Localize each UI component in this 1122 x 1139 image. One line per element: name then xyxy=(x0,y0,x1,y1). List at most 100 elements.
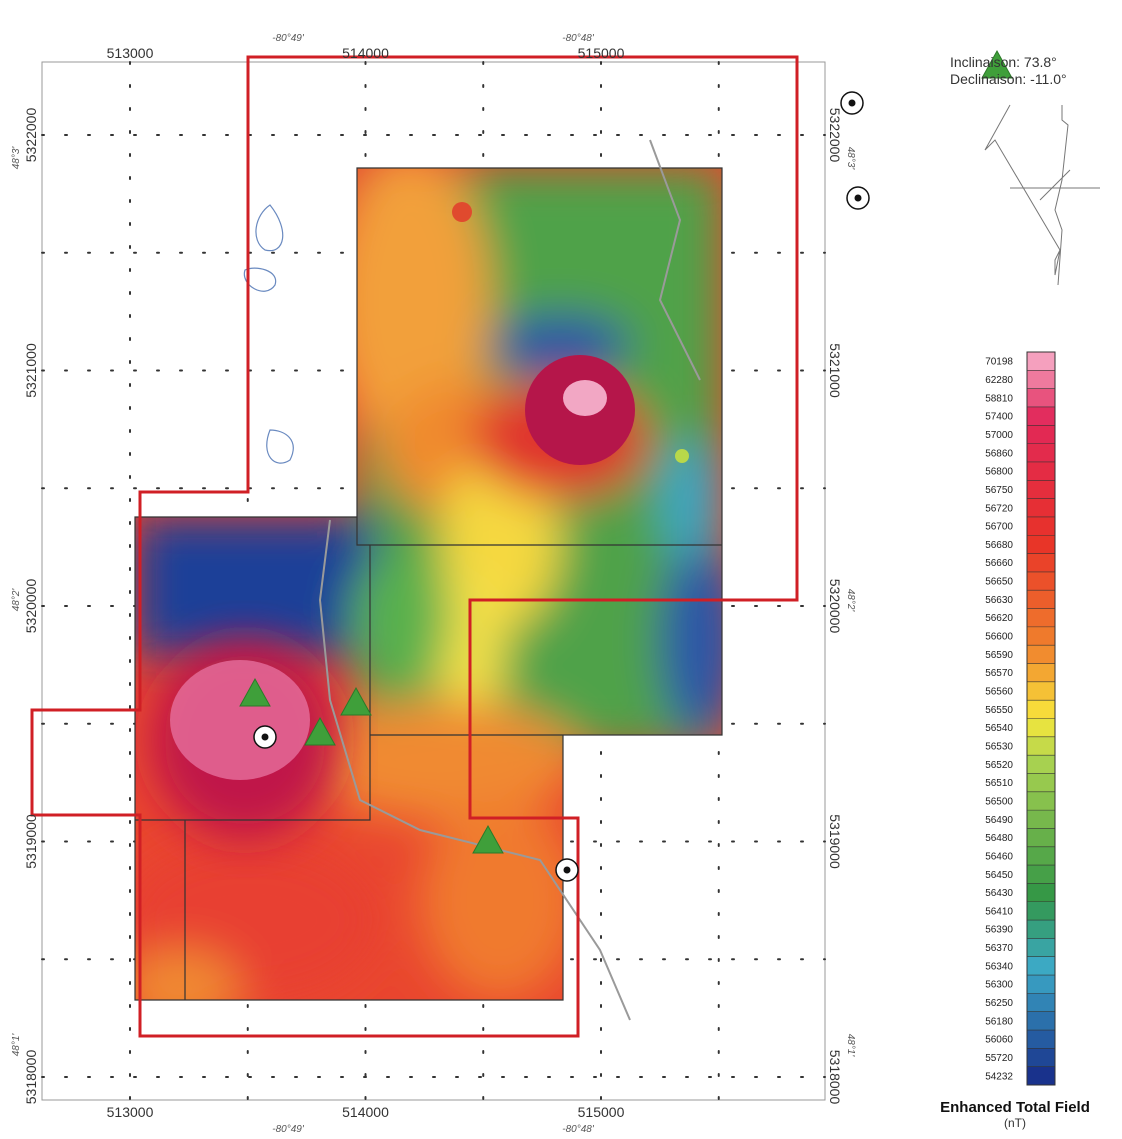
legend-level: 56510 xyxy=(985,778,1013,789)
legend-swatch xyxy=(1027,407,1055,426)
northing-label: 5321000 xyxy=(23,343,39,398)
legend-swatch xyxy=(1027,719,1055,738)
legend-swatch xyxy=(1027,664,1055,683)
easting-label: 515000 xyxy=(578,1104,625,1120)
legend-swatch xyxy=(1027,993,1055,1012)
showing-symbol xyxy=(841,92,863,114)
magnetic-field xyxy=(100,150,750,1030)
legend-level: 56410 xyxy=(985,906,1013,917)
legend-swatch xyxy=(1027,572,1055,591)
legend-level: 56650 xyxy=(985,577,1013,588)
legend-swatch xyxy=(1027,1030,1055,1049)
latitude-label: 48°2' xyxy=(11,588,22,612)
legend-level: 56720 xyxy=(985,503,1013,514)
legend-swatch xyxy=(1027,499,1055,518)
legend-level: 56590 xyxy=(985,650,1013,661)
legend-level: 56480 xyxy=(985,833,1013,844)
legend-level: 56370 xyxy=(985,943,1013,954)
easting-label: 513000 xyxy=(107,45,154,61)
legend-level: 56340 xyxy=(985,961,1013,972)
showing-symbol xyxy=(556,859,578,881)
legend-swatch xyxy=(1027,370,1055,389)
legend-swatch xyxy=(1027,828,1055,847)
legend-swatch xyxy=(1027,883,1055,902)
legend-swatch xyxy=(1027,389,1055,408)
legend-swatch xyxy=(1027,902,1055,921)
legend-swatch xyxy=(1027,462,1055,481)
legend-level: 56500 xyxy=(985,796,1013,807)
legend-swatch xyxy=(1027,773,1055,792)
legend-swatch xyxy=(1027,938,1055,957)
map-figure: Inclinaison: 73.8° Declinaison: -11.0° 7… xyxy=(0,0,1122,1139)
legend-level: 56540 xyxy=(985,723,1013,734)
easting-label: 514000 xyxy=(342,45,389,61)
legend-level: 56530 xyxy=(985,741,1013,752)
legend-level: 56250 xyxy=(985,998,1013,1009)
longitude-label: -80°48' xyxy=(562,33,595,44)
legend-swatch xyxy=(1027,700,1055,719)
legend-swatch xyxy=(1027,627,1055,646)
northing-label: 5318000 xyxy=(23,1050,39,1105)
latitude-label: 48°1' xyxy=(845,1034,856,1058)
legend-level: 56460 xyxy=(985,851,1013,862)
longitude-label: -80°48' xyxy=(562,1124,595,1135)
legend-swatch xyxy=(1027,682,1055,701)
showing-symbol xyxy=(254,726,276,748)
northing-label: 5320000 xyxy=(23,579,39,634)
legend-level: 70198 xyxy=(985,357,1013,368)
legend-level: 56060 xyxy=(985,1035,1013,1046)
legend-swatch xyxy=(1027,535,1055,554)
northing-label: 5319000 xyxy=(827,814,843,869)
legend-swatch xyxy=(1027,737,1055,756)
legend-level: 56700 xyxy=(985,522,1013,533)
legend-swatch xyxy=(1027,645,1055,664)
legend-swatch xyxy=(1027,517,1055,536)
legend-level: 57000 xyxy=(985,430,1013,441)
legend-swatch xyxy=(1027,1067,1055,1086)
northing-label: 5322000 xyxy=(23,108,39,163)
northing-label: 5319000 xyxy=(23,814,39,869)
latitude-label: 48°3' xyxy=(11,146,22,170)
legend-level: 56180 xyxy=(985,1016,1013,1027)
vector-diagram xyxy=(985,105,1100,285)
latitude-label: 48°1' xyxy=(11,1033,22,1057)
legend-swatch xyxy=(1027,554,1055,573)
easting-label: 515000 xyxy=(578,45,625,61)
showing-symbol xyxy=(847,187,869,209)
legend-swatch xyxy=(1027,847,1055,866)
legend-level: 56750 xyxy=(985,485,1013,496)
legend-swatch xyxy=(1027,444,1055,463)
legend-level: 56430 xyxy=(985,888,1013,899)
legend-swatch xyxy=(1027,609,1055,628)
page: Inclinaison: 73.8° Declinaison: -11.0° 7… xyxy=(0,0,1122,1139)
northing-label: 5321000 xyxy=(827,343,843,398)
latitude-label: 48°3' xyxy=(845,147,856,171)
legend-level: 62280 xyxy=(985,375,1013,386)
legend-swatch xyxy=(1027,1048,1055,1067)
legend-level: 56520 xyxy=(985,760,1013,771)
legend-level: 56570 xyxy=(985,668,1013,679)
easting-label: 514000 xyxy=(342,1104,389,1120)
legend-swatch xyxy=(1027,352,1055,371)
legend-swatch xyxy=(1027,480,1055,499)
legend-level: 56560 xyxy=(985,687,1013,698)
legend-swatch xyxy=(1027,425,1055,444)
legend-level: 56860 xyxy=(985,448,1013,459)
legend-level: 56450 xyxy=(985,870,1013,881)
legend-level: 58810 xyxy=(985,393,1013,404)
legend-level: 57400 xyxy=(985,412,1013,423)
legend-swatch xyxy=(1027,755,1055,774)
legend-level: 56550 xyxy=(985,705,1013,716)
legend-swatch xyxy=(1027,1012,1055,1031)
longitude-label: -80°49' xyxy=(272,33,305,44)
lakes xyxy=(244,205,293,463)
legend-title: Enhanced Total Field xyxy=(940,1099,1090,1116)
legend: 7019862280588105740057000568605680056750… xyxy=(985,352,1055,1086)
longitude-label: -80°49' xyxy=(272,1124,305,1135)
legend-level: 56300 xyxy=(985,980,1013,991)
legend-level: 56600 xyxy=(985,632,1013,643)
legend-swatch xyxy=(1027,810,1055,829)
legend-swatch xyxy=(1027,590,1055,609)
legend-level: 56490 xyxy=(985,815,1013,826)
declination: Declinaison: -11.0° xyxy=(950,71,1067,87)
